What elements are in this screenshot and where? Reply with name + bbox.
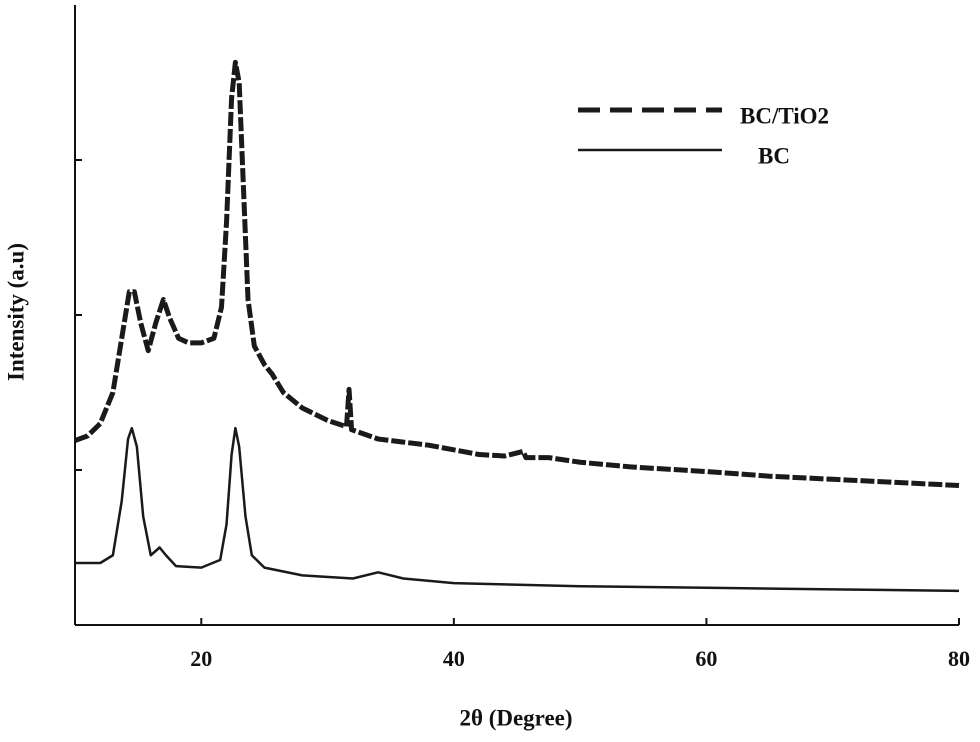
x-tick-label: 80	[948, 646, 970, 671]
y-axis-title: Intensity (a.u)	[3, 243, 28, 381]
series-line	[75, 426, 960, 593]
x-axis-title: 2θ (Degree)	[459, 705, 572, 730]
series-line	[74, 59, 960, 488]
x-tick-label: 60	[695, 646, 717, 671]
x-tick-label: 20	[190, 646, 212, 671]
legend-label: BC	[758, 143, 790, 168]
x-tick-label: 40	[443, 646, 465, 671]
legend-label: BC/TiO2	[740, 103, 829, 128]
